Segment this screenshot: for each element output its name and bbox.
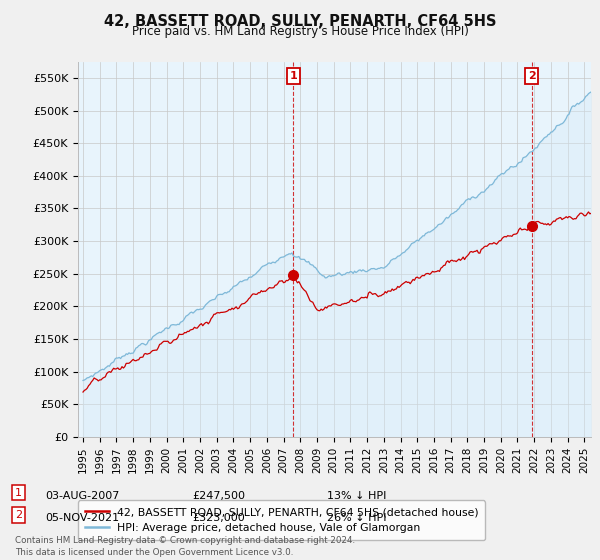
Text: 2: 2: [15, 510, 22, 520]
Text: 2: 2: [527, 71, 535, 81]
Text: Contains HM Land Registry data © Crown copyright and database right 2024.
This d: Contains HM Land Registry data © Crown c…: [15, 536, 355, 557]
Text: £247,500: £247,500: [192, 491, 245, 501]
Text: Price paid vs. HM Land Registry's House Price Index (HPI): Price paid vs. HM Land Registry's House …: [131, 25, 469, 38]
Text: 03-AUG-2007: 03-AUG-2007: [45, 491, 119, 501]
Text: 13% ↓ HPI: 13% ↓ HPI: [327, 491, 386, 501]
Text: 26% ↓ HPI: 26% ↓ HPI: [327, 513, 386, 523]
Text: 05-NOV-2021: 05-NOV-2021: [45, 513, 119, 523]
Text: £323,000: £323,000: [192, 513, 245, 523]
Text: 42, BASSETT ROAD, SULLY, PENARTH, CF64 5HS: 42, BASSETT ROAD, SULLY, PENARTH, CF64 5…: [104, 14, 496, 29]
Text: 1: 1: [289, 71, 297, 81]
Legend: 42, BASSETT ROAD, SULLY, PENARTH, CF64 5HS (detached house), HPI: Average price,: 42, BASSETT ROAD, SULLY, PENARTH, CF64 5…: [78, 501, 485, 540]
Text: 1: 1: [15, 488, 22, 498]
